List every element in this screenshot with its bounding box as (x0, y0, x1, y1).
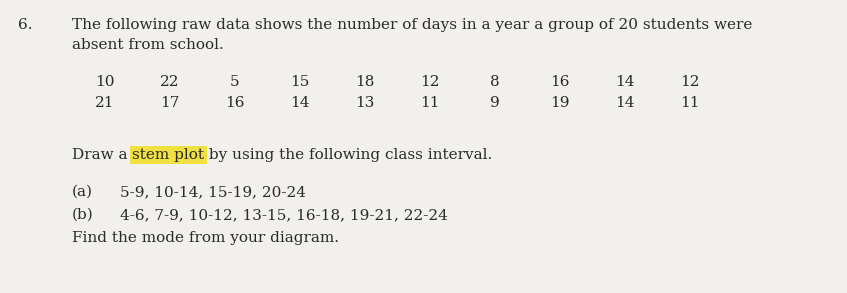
Text: by using the following class interval.: by using the following class interval. (204, 148, 493, 162)
Text: 11: 11 (420, 96, 440, 110)
Text: (b): (b) (72, 208, 94, 222)
Text: Find the mode from your diagram.: Find the mode from your diagram. (72, 231, 339, 245)
Text: Draw a: Draw a (72, 148, 132, 162)
Text: 5: 5 (230, 75, 240, 89)
Text: 21: 21 (95, 96, 114, 110)
Text: 12: 12 (680, 75, 700, 89)
Text: 6.: 6. (18, 18, 32, 32)
Text: 12: 12 (420, 75, 440, 89)
Text: 9: 9 (490, 96, 500, 110)
Text: 16: 16 (551, 75, 570, 89)
Text: 13: 13 (355, 96, 374, 110)
Text: absent from school.: absent from school. (72, 38, 224, 52)
Text: 19: 19 (551, 96, 570, 110)
Text: 14: 14 (615, 75, 634, 89)
Text: 14: 14 (615, 96, 634, 110)
Text: 18: 18 (355, 75, 374, 89)
Text: 10: 10 (95, 75, 114, 89)
Text: 17: 17 (160, 96, 180, 110)
Text: 4-6, 7-9, 10-12, 13-15, 16-18, 19-21, 22-24: 4-6, 7-9, 10-12, 13-15, 16-18, 19-21, 22… (120, 208, 448, 222)
Text: 16: 16 (225, 96, 245, 110)
Text: (a): (a) (72, 185, 93, 199)
Text: 14: 14 (291, 96, 310, 110)
Text: 11: 11 (680, 96, 700, 110)
Text: 22: 22 (160, 75, 180, 89)
Text: 15: 15 (291, 75, 310, 89)
Text: 5-9, 10-14, 15-19, 20-24: 5-9, 10-14, 15-19, 20-24 (120, 185, 306, 199)
Text: stem plot: stem plot (132, 148, 204, 162)
Text: The following raw data shows the number of days in a year a group of 20 students: The following raw data shows the number … (72, 18, 752, 32)
Text: 8: 8 (490, 75, 500, 89)
